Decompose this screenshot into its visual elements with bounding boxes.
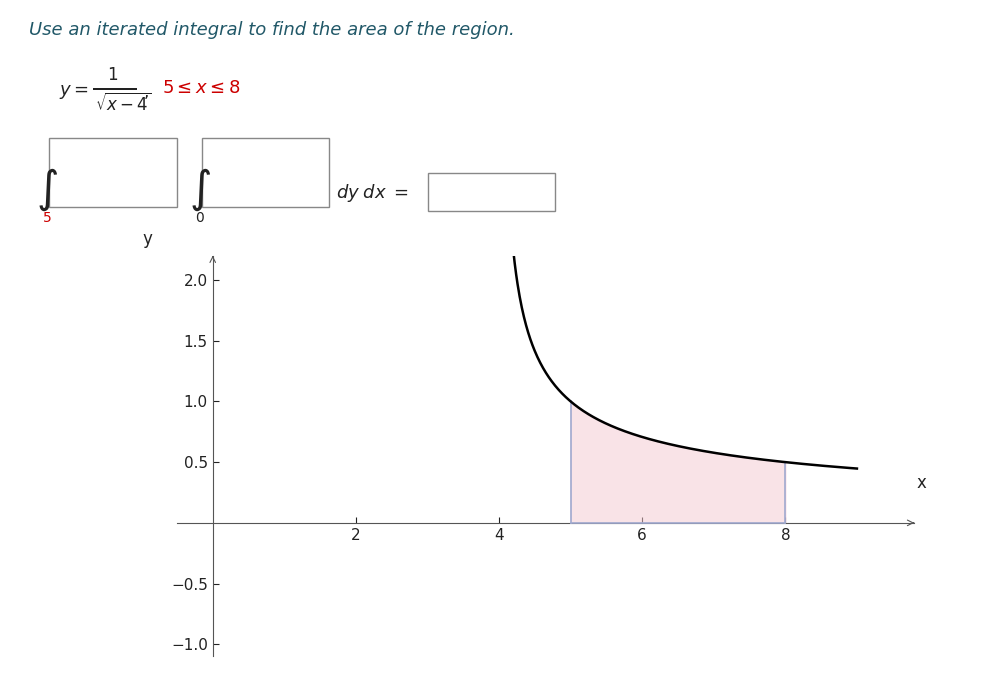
Text: $\int$: $\int$ — [36, 167, 58, 214]
Text: $5 \leq x \leq 8$: $5 \leq x \leq 8$ — [162, 79, 241, 97]
Text: $5$: $5$ — [42, 211, 52, 225]
Text: $1$: $1$ — [107, 66, 119, 84]
Text: $,$: $,$ — [143, 83, 148, 101]
Text: $\sqrt{x-4}$: $\sqrt{x-4}$ — [95, 93, 152, 115]
Text: $\int$: $\int$ — [189, 167, 210, 214]
Text: $y = $: $y = $ — [59, 83, 88, 101]
Y-axis label: y: y — [143, 229, 152, 247]
Text: Use an iterated integral to find the area of the region.: Use an iterated integral to find the are… — [29, 21, 515, 39]
Text: $dy\; dx\; =$: $dy\; dx\; =$ — [336, 182, 409, 205]
X-axis label: x: x — [916, 474, 927, 492]
Text: $0$: $0$ — [195, 211, 204, 225]
